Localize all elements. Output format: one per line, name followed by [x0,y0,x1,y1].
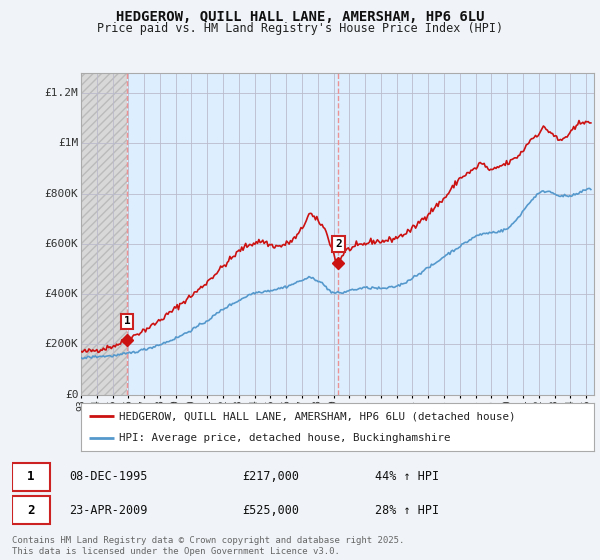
Text: 28% ↑ HPI: 28% ↑ HPI [375,504,439,517]
Text: 1: 1 [124,316,130,326]
FancyBboxPatch shape [12,496,50,524]
Text: 2: 2 [27,504,35,517]
Text: HEDGEROW, QUILL HALL LANE, AMERSHAM, HP6 6LU: HEDGEROW, QUILL HALL LANE, AMERSHAM, HP6… [116,10,484,24]
Text: 2: 2 [335,239,342,249]
Text: 44% ↑ HPI: 44% ↑ HPI [375,470,439,483]
Text: Price paid vs. HM Land Registry's House Price Index (HPI): Price paid vs. HM Land Registry's House … [97,22,503,35]
Text: £525,000: £525,000 [242,504,299,517]
Text: £400K: £400K [44,289,79,299]
Text: £200K: £200K [44,339,79,349]
Bar [81,73,127,395]
Text: £0: £0 [65,390,79,400]
Text: 1: 1 [27,470,35,483]
Text: £600K: £600K [44,239,79,249]
FancyBboxPatch shape [12,463,50,491]
Text: £1M: £1M [58,138,79,148]
Text: 23-APR-2009: 23-APR-2009 [70,504,148,517]
Text: 08-DEC-1995: 08-DEC-1995 [70,470,148,483]
Text: HPI: Average price, detached house, Buckinghamshire: HPI: Average price, detached house, Buck… [119,433,451,443]
Text: £217,000: £217,000 [242,470,299,483]
Text: Contains HM Land Registry data © Crown copyright and database right 2025.
This d: Contains HM Land Registry data © Crown c… [12,536,404,556]
Text: HEDGEROW, QUILL HALL LANE, AMERSHAM, HP6 6LU (detached house): HEDGEROW, QUILL HALL LANE, AMERSHAM, HP6… [119,411,516,421]
Text: £800K: £800K [44,189,79,199]
Text: £1.2M: £1.2M [44,88,79,98]
